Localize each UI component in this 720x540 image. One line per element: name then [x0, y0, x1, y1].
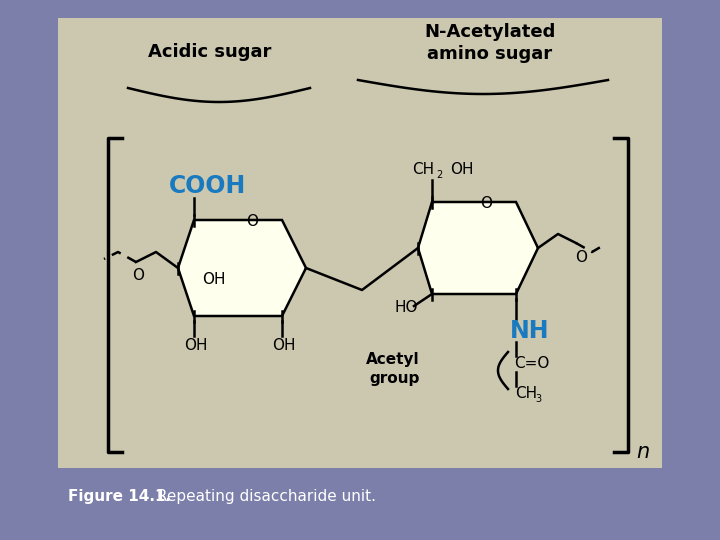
Text: O: O [575, 249, 587, 265]
Text: Repeating disaccharide unit.: Repeating disaccharide unit. [152, 489, 376, 504]
Text: 3: 3 [535, 394, 541, 404]
Text: n: n [636, 442, 649, 462]
Text: O: O [132, 268, 144, 284]
Text: OH: OH [184, 339, 208, 354]
Polygon shape [418, 202, 538, 294]
Text: NH: NH [510, 319, 550, 343]
Text: CH: CH [515, 387, 537, 402]
Text: HO: HO [395, 300, 418, 315]
Text: N-Acetylated
amino sugar: N-Acetylated amino sugar [424, 23, 556, 63]
Text: 2: 2 [436, 170, 442, 180]
Polygon shape [178, 220, 306, 316]
Text: OH: OH [202, 273, 226, 287]
Text: Figure 14.1.: Figure 14.1. [68, 489, 171, 504]
Text: COOH: COOH [169, 174, 247, 198]
Text: CH: CH [412, 163, 434, 178]
Text: Acidic sugar: Acidic sugar [148, 43, 271, 61]
Text: O: O [246, 214, 258, 230]
Text: O: O [480, 197, 492, 212]
Text: C=O: C=O [514, 356, 549, 372]
Text: OH: OH [450, 163, 474, 178]
Text: OH: OH [272, 339, 296, 354]
Text: Acetyl
group: Acetyl group [366, 352, 420, 386]
FancyBboxPatch shape [58, 18, 662, 468]
